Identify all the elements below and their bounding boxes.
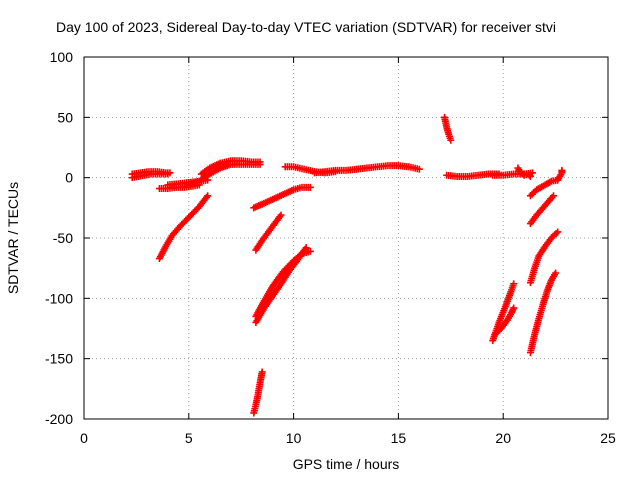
data-point [256, 158, 264, 166]
data-point [447, 136, 455, 144]
y-tick-label: 50 [57, 109, 73, 125]
data-point [258, 368, 266, 376]
y-tick-label: -200 [45, 411, 73, 427]
data-point [550, 192, 558, 200]
y-axis-label: SDTVAR / TECUs [5, 182, 21, 294]
x-tick-label: 20 [495, 430, 511, 446]
chart-title: Day 100 of 2023, Sidereal Day-to-day VTE… [56, 19, 556, 35]
y-tick-label: 100 [50, 49, 74, 65]
series-arc-06 [197, 157, 264, 178]
y-tick-label: -150 [45, 351, 73, 367]
data-point [552, 269, 560, 277]
series-arc-08 [250, 183, 314, 212]
data-point [526, 172, 534, 180]
series-arc-02 [128, 168, 174, 178]
y-tick-label: -100 [45, 290, 73, 306]
y-tick-label: 0 [65, 170, 73, 186]
data-point [510, 280, 518, 288]
data-point [525, 171, 533, 179]
grid-lines [84, 57, 608, 419]
series-arc-07 [155, 192, 212, 263]
tick-labels: 0 5 10 15 20 25 -200 -150 -100 -50 0 50 100 [45, 49, 616, 446]
data-point [204, 192, 212, 200]
series-arc-25 [526, 269, 560, 357]
series-arc-24 [526, 228, 562, 287]
data-point [166, 169, 174, 177]
series-arc-20 [489, 280, 518, 345]
series-arc-21 [491, 304, 518, 339]
x-tick-label: 0 [80, 430, 88, 446]
data-point [558, 166, 566, 174]
data-point [510, 304, 518, 312]
series-arc-26 [554, 166, 566, 184]
axis-ticks [83, 56, 609, 420]
series-arc-11 [252, 247, 314, 320]
data-points [128, 113, 566, 417]
data-point [415, 165, 423, 173]
x-tick-label: 25 [600, 430, 616, 446]
x-tick-label: 10 [286, 430, 302, 446]
series-arc-16 [441, 113, 455, 144]
series-arc-12 [250, 368, 266, 417]
series-arc-09 [252, 211, 285, 254]
plot-frame [83, 56, 609, 420]
series-arc-15 [352, 162, 423, 173]
series-arc-19 [514, 164, 534, 180]
data-point [277, 211, 285, 219]
x-axis-label: GPS time / hours [293, 456, 400, 472]
series-arc-23 [526, 192, 558, 228]
series-arc-13 [281, 163, 340, 177]
x-tick-label: 5 [185, 430, 193, 446]
data-point [306, 247, 314, 255]
data-point [554, 228, 562, 236]
data-point [306, 183, 314, 191]
x-tick-label: 15 [391, 430, 407, 446]
y-tick-label: -50 [53, 230, 73, 246]
